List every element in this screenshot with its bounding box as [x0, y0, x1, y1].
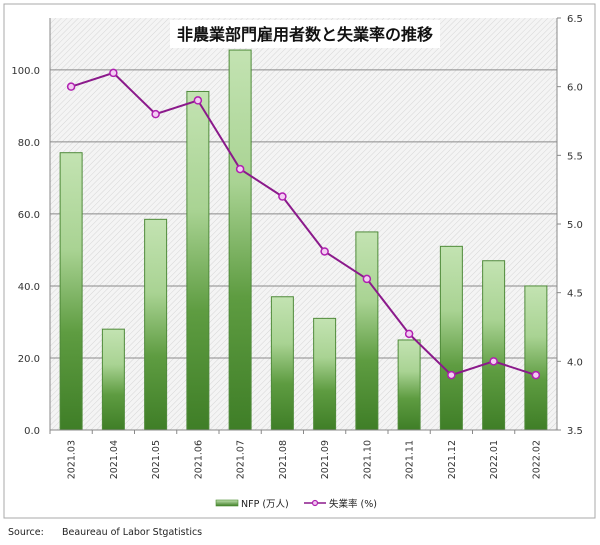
- right-tick-label: 6.0: [567, 83, 583, 94]
- right-tick-label: 3.5: [567, 426, 583, 437]
- left-tick-label: 100.0: [11, 66, 40, 77]
- unemployment-point: [235, 164, 245, 174]
- x-tick-label: 2022.02: [531, 440, 542, 479]
- left-tick-label: 60.0: [18, 210, 40, 221]
- x-tick-label: 2021.11: [405, 440, 416, 479]
- unemployment-point: [320, 247, 329, 256]
- bar: [270, 296, 294, 431]
- unemployment-point: [66, 82, 76, 91]
- bar: [482, 260, 506, 431]
- legend-nfp-swatch: [215, 499, 239, 507]
- x-tick-label: 2021.12: [447, 440, 458, 479]
- right-tick-label: 6.5: [567, 14, 583, 25]
- unemployment-line: [70, 71, 537, 377]
- left-tick-label: 40.0: [18, 282, 40, 293]
- source-label: Source:: [8, 527, 44, 538]
- x-tick-label: 2021.10: [362, 440, 373, 479]
- legend-rate-label: 失業率 (%): [329, 498, 377, 510]
- legend-nfp-label: NFP (万人): [241, 499, 289, 510]
- right-tick-label: 4.0: [567, 357, 583, 368]
- x-tick-label: 2021.03: [67, 440, 78, 479]
- legend-rate-marker: [311, 499, 319, 507]
- unemployment-point: [193, 96, 203, 105]
- chart-title: 非農業部門雇用者数と失業率の推移: [177, 25, 433, 44]
- unemployment-point: [447, 370, 456, 380]
- bar: [397, 339, 421, 431]
- unemployment-point: [151, 109, 160, 119]
- bar: [59, 152, 83, 431]
- unemployment-point: [489, 357, 498, 366]
- bar: [313, 317, 337, 431]
- unemployment-point: [404, 329, 414, 339]
- x-tick-label: 2021.05: [151, 440, 162, 479]
- x-tick-label: 2021.07: [236, 440, 247, 479]
- x-tick-label: 2022.01: [489, 440, 500, 479]
- bar: [355, 231, 379, 431]
- source-text: Beaureau of Labor Stgatistics: [62, 527, 202, 538]
- x-tick-label: 2021.08: [278, 440, 289, 479]
- bar: [101, 328, 125, 431]
- bar: [524, 285, 548, 431]
- right-tick-label: 4.5: [567, 289, 583, 300]
- right-tick-label: 5.0: [567, 220, 583, 231]
- right-tick-label: 5.5: [567, 151, 583, 162]
- unemployment-point: [531, 370, 541, 380]
- title-background: [170, 20, 440, 48]
- x-tick-label: 2021.04: [109, 440, 120, 479]
- unemployment-point: [278, 192, 287, 201]
- left-tick-label: 0.0: [24, 426, 40, 437]
- legend: NFP (万人) 失業率 (%): [215, 498, 377, 510]
- unemployment-point: [109, 68, 118, 78]
- x-tick-label: 2021.09: [320, 440, 331, 479]
- bar: [439, 245, 463, 431]
- x-tick-label: 2021.06: [193, 440, 204, 479]
- left-tick-label: 20.0: [18, 354, 40, 365]
- unemployment-point: [362, 274, 372, 284]
- bar: [144, 218, 168, 431]
- bar: [186, 90, 210, 431]
- bar: [228, 49, 252, 431]
- left-tick-label: 80.0: [18, 138, 40, 149]
